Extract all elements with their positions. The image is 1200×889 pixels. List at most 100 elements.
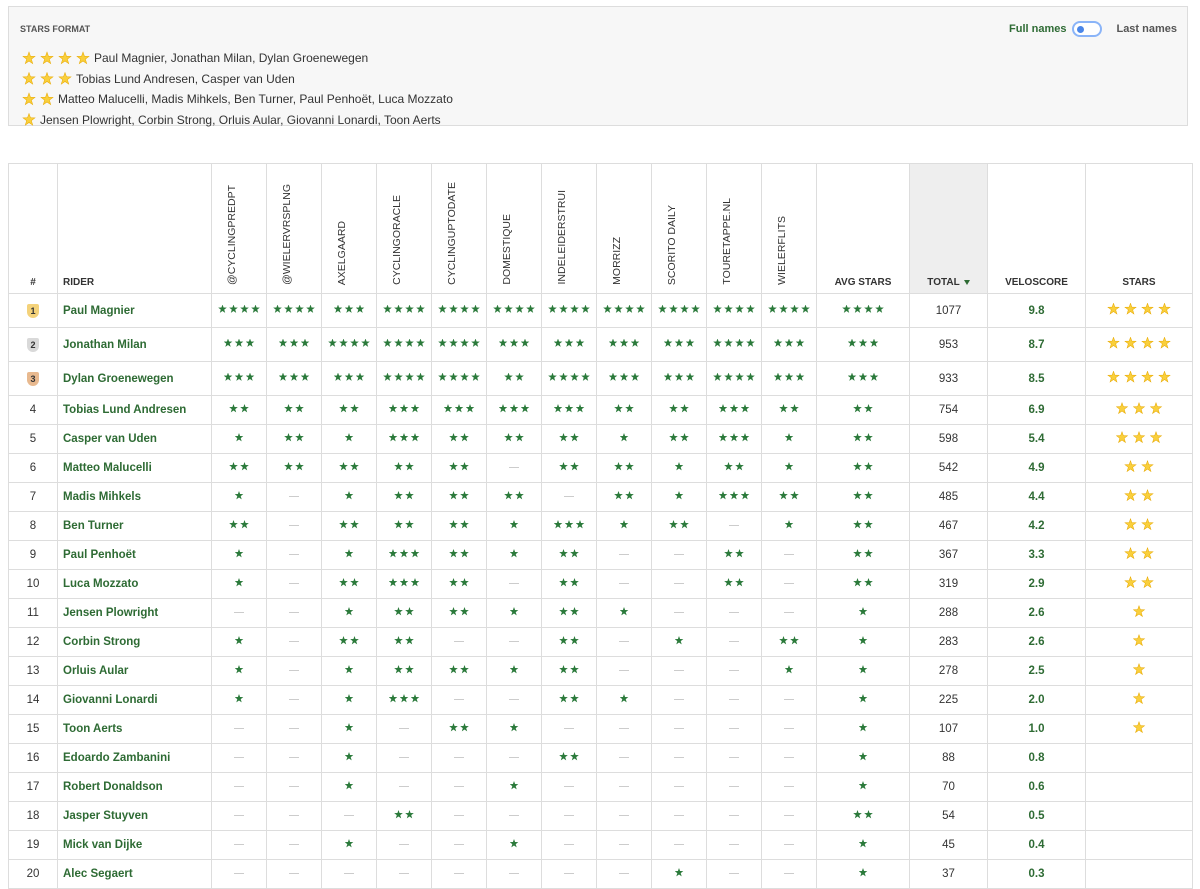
source-name[interactable]: @CYCLINGPREDPT bbox=[226, 185, 238, 285]
sort-arrow[interactable] bbox=[963, 280, 970, 285]
star bbox=[471, 338, 480, 347]
source-name[interactable]: WIELERFLITS bbox=[776, 216, 788, 285]
rider-name[interactable]: Edoardo Zambanini bbox=[57, 743, 212, 773]
rider-header[interactable]: RIDER bbox=[57, 163, 212, 294]
source-name[interactable]: AXELGAARD bbox=[336, 220, 348, 285]
rating-cell bbox=[321, 424, 377, 454]
rating-cell bbox=[431, 293, 487, 328]
rider-name[interactable]: Ben Turner bbox=[57, 511, 212, 541]
source-header[interactable]: @WIELERVRSPLNG bbox=[266, 163, 322, 294]
total: 45 bbox=[909, 830, 988, 860]
empty-dash bbox=[729, 786, 739, 788]
source-header[interactable]: MORRIZZ bbox=[596, 163, 652, 294]
source-header[interactable]: WIELERFLITS bbox=[761, 163, 817, 294]
total-label[interactable]: TOTAL bbox=[927, 277, 960, 288]
rider-name[interactable]: Casper van Uden bbox=[57, 424, 212, 454]
star bbox=[223, 338, 233, 347]
empty-dash bbox=[234, 873, 244, 875]
source-header[interactable]: TOURETAPPE.NL bbox=[706, 163, 762, 294]
rating-cell bbox=[541, 453, 597, 483]
source-name[interactable]: @WIELERVRSPLNG bbox=[281, 184, 293, 285]
star bbox=[399, 694, 409, 703]
rating-cell bbox=[541, 598, 597, 628]
star bbox=[449, 372, 458, 381]
rating-cell bbox=[486, 540, 542, 570]
rating-cell bbox=[376, 627, 432, 657]
rating-cell bbox=[706, 772, 762, 802]
avg-header[interactable]: AVG STARS bbox=[816, 163, 910, 294]
source-name[interactable]: MORRIZZ bbox=[611, 237, 623, 285]
rider-name[interactable]: Mick van Dijke bbox=[57, 830, 212, 860]
star bbox=[663, 338, 673, 347]
toggle-right-label[interactable]: Last names bbox=[1116, 23, 1177, 35]
total-header[interactable]: TOTAL bbox=[909, 163, 988, 294]
stars-cell bbox=[1085, 395, 1193, 425]
star bbox=[344, 694, 354, 703]
rating-cell bbox=[321, 598, 377, 628]
rider-name[interactable]: Luca Mozzato bbox=[57, 569, 212, 599]
empty-dash bbox=[619, 757, 629, 759]
source-name[interactable]: INDELEIDERSTRUI bbox=[556, 190, 568, 285]
rating-cell bbox=[266, 772, 322, 802]
rating-cell bbox=[486, 685, 542, 715]
rider-name[interactable]: Madis Mihkels bbox=[57, 482, 212, 512]
star bbox=[790, 636, 799, 645]
source-header[interactable]: AXELGAARD bbox=[321, 163, 377, 294]
empty-dash bbox=[674, 612, 684, 614]
name-toggle[interactable]: Full names Last names bbox=[1009, 21, 1177, 37]
rating-cell bbox=[651, 569, 707, 599]
rider-name[interactable]: Orluis Aular bbox=[57, 656, 212, 686]
rider-name[interactable]: Matteo Malucelli bbox=[57, 453, 212, 483]
source-header[interactable]: INDELEIDERSTRUI bbox=[541, 163, 597, 294]
rider-name[interactable]: Jonathan Milan bbox=[57, 327, 212, 362]
rating-cell bbox=[321, 859, 377, 889]
star bbox=[680, 404, 689, 413]
star bbox=[344, 491, 354, 500]
star bbox=[575, 338, 585, 347]
source-name[interactable]: TOURETAPPE.NL bbox=[721, 198, 733, 285]
rider-name[interactable]: Tobias Lund Andresen bbox=[57, 395, 212, 425]
source-name[interactable]: CYCLINGUPTODATE bbox=[446, 182, 458, 285]
rider-name[interactable]: Alec Segaert bbox=[57, 859, 212, 889]
rating-cell bbox=[266, 453, 322, 483]
total: 283 bbox=[909, 627, 988, 657]
star bbox=[526, 304, 535, 313]
star bbox=[614, 491, 623, 500]
rank: 20 bbox=[26, 868, 40, 880]
rider-name[interactable]: Paul Magnier bbox=[57, 293, 212, 328]
rating-cell bbox=[211, 801, 267, 831]
panel-title: STARS FORMAT bbox=[20, 24, 91, 34]
rider-name[interactable]: Jensen Plowright bbox=[57, 598, 212, 628]
toggle-left-label[interactable]: Full names bbox=[1009, 23, 1067, 35]
rider-name[interactable]: Dylan Groenewegen bbox=[57, 361, 212, 396]
stars-header[interactable]: STARS bbox=[1085, 163, 1193, 294]
rating-cell bbox=[706, 453, 762, 483]
rider-name[interactable]: Giovanni Lonardi bbox=[57, 685, 212, 715]
star bbox=[284, 404, 293, 413]
source-header[interactable]: DOMESTIQUE bbox=[486, 163, 542, 294]
rider-name[interactable]: Corbin Strong bbox=[57, 627, 212, 657]
toggle-switch[interactable] bbox=[1072, 21, 1103, 37]
source-name[interactable]: DOMESTIQUE bbox=[501, 214, 513, 285]
rank-cell: 17 bbox=[8, 772, 58, 802]
star bbox=[438, 304, 447, 313]
rating-cell bbox=[321, 772, 377, 802]
rating-cell bbox=[651, 361, 707, 396]
veloscore-header[interactable]: VELOSCORE bbox=[987, 163, 1086, 294]
source-header[interactable]: @CYCLINGPREDPT bbox=[211, 163, 267, 294]
rider-name[interactable]: Paul Penhoët bbox=[57, 540, 212, 570]
star bbox=[718, 404, 728, 413]
source-header[interactable]: SCORITO DAILY bbox=[651, 163, 707, 294]
star bbox=[570, 665, 579, 674]
rider-name[interactable]: Toon Aerts bbox=[57, 714, 212, 744]
source-header[interactable]: CYCLINGUPTODATE bbox=[431, 163, 487, 294]
star bbox=[858, 752, 868, 761]
rider-name[interactable]: Jasper Stuyven bbox=[57, 801, 212, 831]
star bbox=[779, 636, 788, 645]
source-header[interactable]: CYCLINGORACLE bbox=[376, 163, 432, 294]
source-name[interactable]: SCORITO DAILY bbox=[666, 204, 678, 285]
source-name[interactable]: CYCLINGORACLE bbox=[391, 195, 403, 285]
star bbox=[339, 462, 348, 471]
rating-cell bbox=[651, 453, 707, 483]
rider-name[interactable]: Robert Donaldson bbox=[57, 772, 212, 802]
